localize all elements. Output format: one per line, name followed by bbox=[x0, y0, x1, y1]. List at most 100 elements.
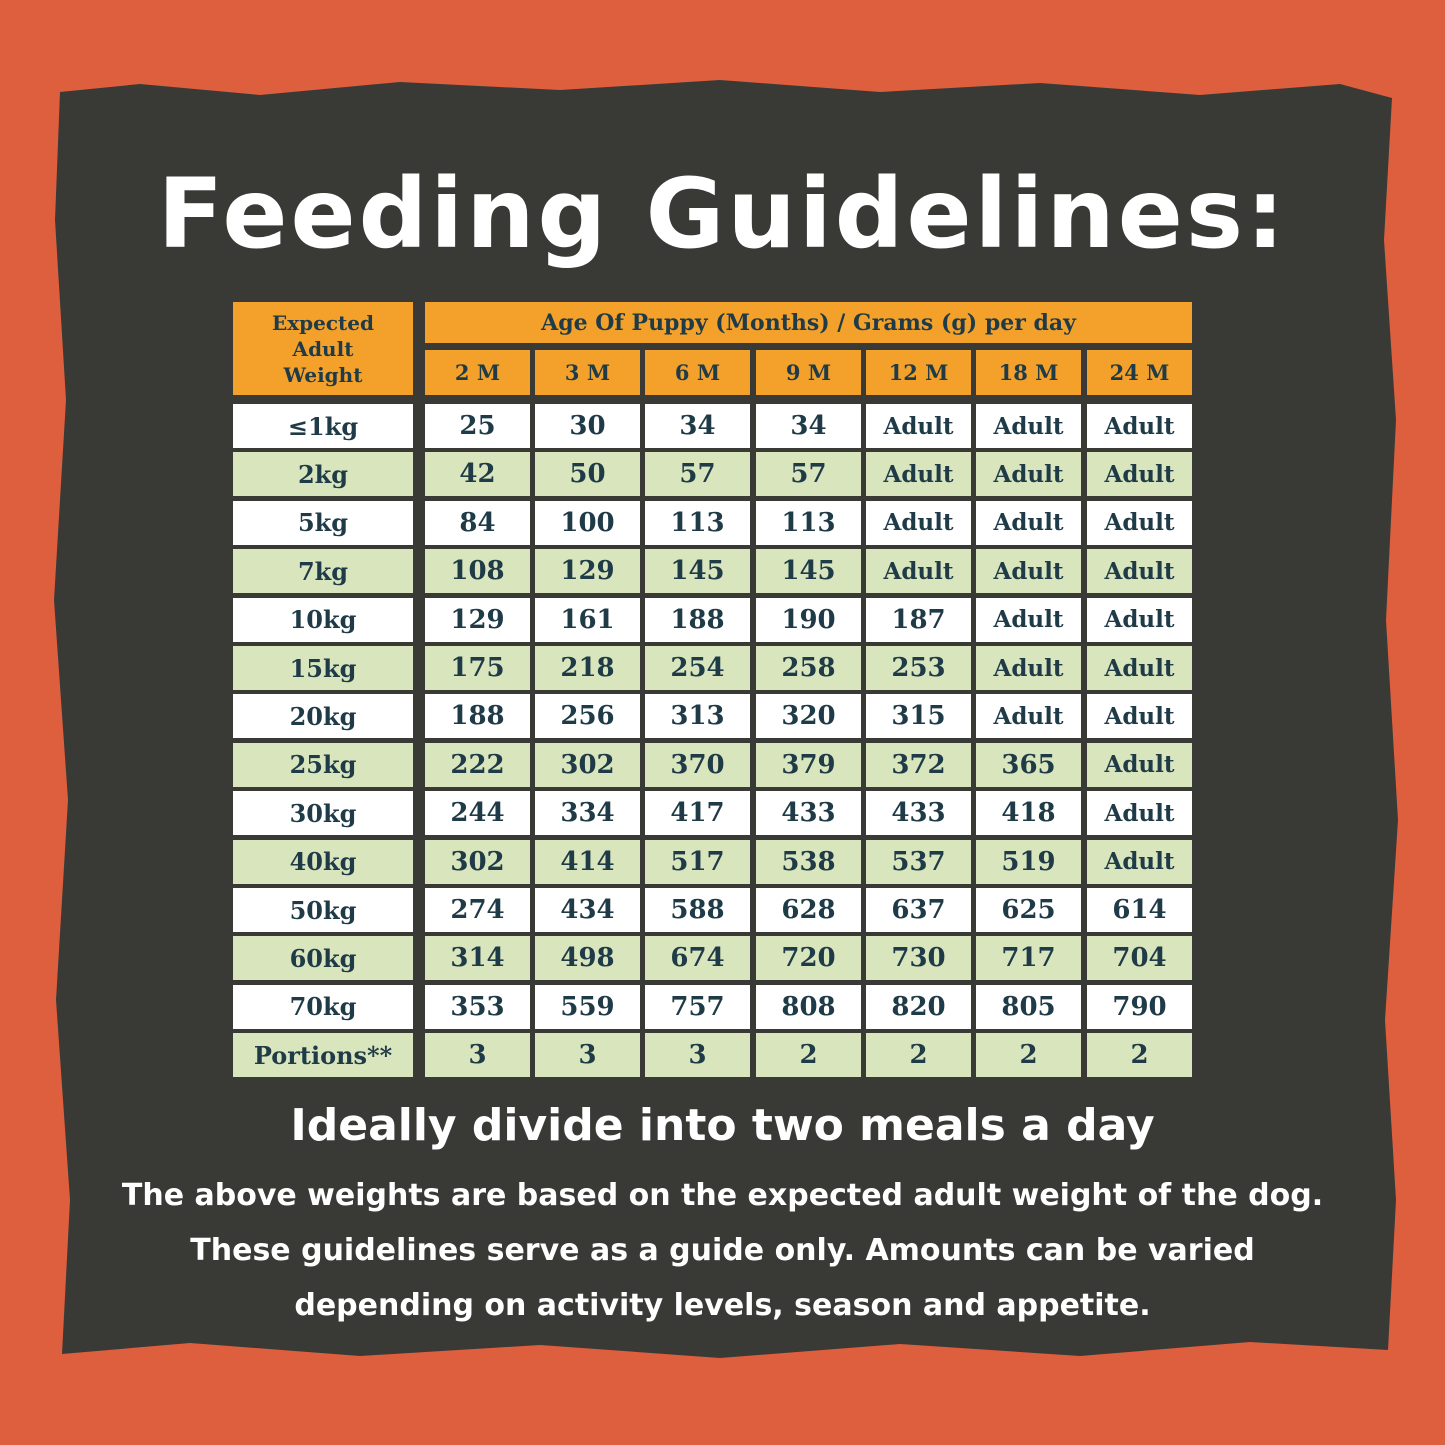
table-cell: 418 bbox=[976, 791, 1081, 836]
table-cell: 256 bbox=[535, 694, 640, 739]
note-line: depending on activity levels, season and… bbox=[294, 1288, 1151, 1323]
table-cell: Adult bbox=[1087, 549, 1192, 594]
row-label: 10kg bbox=[233, 597, 413, 642]
column-header: 6 M bbox=[645, 350, 750, 395]
table-cell: Adult bbox=[976, 500, 1081, 545]
table-cell: 313 bbox=[645, 694, 750, 739]
row-label: 60kg bbox=[233, 936, 413, 981]
table-cell: 42 bbox=[425, 452, 530, 497]
table-cell: Adult bbox=[976, 404, 1081, 448]
table-cell: 559 bbox=[535, 984, 640, 1029]
table-cell: 757 bbox=[645, 984, 750, 1029]
table-cell: Adult bbox=[1087, 646, 1192, 690]
row-label: 30kg bbox=[233, 791, 413, 836]
table-cell: Adult bbox=[1087, 500, 1192, 545]
table-cell: 244 bbox=[425, 791, 530, 836]
row-label: 2kg bbox=[233, 452, 413, 497]
table-cell: 258 bbox=[756, 646, 861, 690]
table-cell: 372 bbox=[866, 742, 971, 787]
table-cell: 674 bbox=[645, 936, 750, 981]
group-header: Age Of Puppy (Months) / Grams (g) per da… bbox=[425, 302, 1192, 343]
table-cell: 2 bbox=[1087, 1033, 1192, 1078]
table-cell: 57 bbox=[756, 452, 861, 497]
table-cell: Adult bbox=[1087, 839, 1192, 884]
table-cell: 25 bbox=[425, 404, 530, 448]
table-cell: Adult bbox=[1087, 742, 1192, 787]
table-cell: 704 bbox=[1087, 936, 1192, 981]
table-cell: 720 bbox=[756, 936, 861, 981]
table-cell: 222 bbox=[425, 742, 530, 787]
row-label: 7kg bbox=[233, 549, 413, 594]
table-cell: Adult bbox=[976, 452, 1081, 497]
table-cell: Adult bbox=[1087, 694, 1192, 739]
table-cell: 588 bbox=[645, 888, 750, 932]
table-cell: Adult bbox=[1087, 597, 1192, 642]
table-cell: 414 bbox=[535, 839, 640, 884]
table-cell: 188 bbox=[425, 694, 530, 739]
row-label: 50kg bbox=[233, 888, 413, 932]
table-cell: 614 bbox=[1087, 888, 1192, 932]
column-header: 2 M bbox=[425, 350, 530, 395]
table-cell: 84 bbox=[425, 500, 530, 545]
table-cell: 34 bbox=[756, 404, 861, 448]
table-cell: 129 bbox=[535, 549, 640, 594]
column-header: 9 M bbox=[756, 350, 861, 395]
table-cell: 365 bbox=[976, 742, 1081, 787]
table-cell: 50 bbox=[535, 452, 640, 497]
table-cell: 302 bbox=[425, 839, 530, 884]
table-cell: 717 bbox=[976, 936, 1081, 981]
table-cell: 315 bbox=[866, 694, 971, 739]
table-cell: 517 bbox=[645, 839, 750, 884]
title: Feeding Guidelines: bbox=[157, 158, 1288, 270]
table-cell: 625 bbox=[976, 888, 1081, 932]
table-cell: 108 bbox=[425, 549, 530, 594]
note-line: The above weights are based on the expec… bbox=[121, 1178, 1324, 1213]
table-cell: 433 bbox=[756, 791, 861, 836]
table-cell: 314 bbox=[425, 936, 530, 981]
table-cell: Adult bbox=[976, 646, 1081, 690]
table-cell: 334 bbox=[535, 791, 640, 836]
table-cell: 538 bbox=[756, 839, 861, 884]
table-cell: 253 bbox=[866, 646, 971, 690]
table-cell: 2 bbox=[976, 1033, 1081, 1078]
table-cell: 433 bbox=[866, 791, 971, 836]
table-cell: 320 bbox=[756, 694, 861, 739]
row-label: 40kg bbox=[233, 839, 413, 884]
column-header: 3 M bbox=[535, 350, 640, 395]
table-cell: 3 bbox=[535, 1033, 640, 1078]
subtitle: Ideally divide into two meals a day bbox=[290, 1100, 1155, 1151]
table-cell: 637 bbox=[866, 888, 971, 932]
note-line: These guidelines serve as a guide only. … bbox=[190, 1233, 1255, 1268]
table-cell: 379 bbox=[756, 742, 861, 787]
column-header: 24 M bbox=[1087, 350, 1192, 395]
table-cell: 34 bbox=[645, 404, 750, 448]
table-cell: 805 bbox=[976, 984, 1081, 1029]
row-label: 25kg bbox=[233, 742, 413, 787]
table-cell: 190 bbox=[756, 597, 861, 642]
table-cell: 370 bbox=[645, 742, 750, 787]
table-cell: Adult bbox=[866, 404, 971, 448]
column-header: 18 M bbox=[976, 350, 1081, 395]
table-cell: 187 bbox=[866, 597, 971, 642]
corner-header: Expected Adult Weight bbox=[233, 302, 413, 395]
row-label: 20kg bbox=[233, 694, 413, 739]
row-label: 15kg bbox=[233, 646, 413, 690]
table-cell: 274 bbox=[425, 888, 530, 932]
table-cell: 188 bbox=[645, 597, 750, 642]
table-cell: 145 bbox=[645, 549, 750, 594]
table-cell: Adult bbox=[866, 500, 971, 545]
table-cell: 498 bbox=[535, 936, 640, 981]
table-cell: Adult bbox=[866, 452, 971, 497]
table-cell: Adult bbox=[976, 597, 1081, 642]
table-cell: 3 bbox=[425, 1033, 530, 1078]
table-cell: 808 bbox=[756, 984, 861, 1029]
table-cell: 628 bbox=[756, 888, 861, 932]
table-cell: 519 bbox=[976, 839, 1081, 884]
table-cell: 820 bbox=[866, 984, 971, 1029]
table-cell: Adult bbox=[866, 549, 971, 594]
table-cell: Adult bbox=[976, 694, 1081, 739]
table-cell: 790 bbox=[1087, 984, 1192, 1029]
row-label: 70kg bbox=[233, 984, 413, 1029]
table-cell: Adult bbox=[976, 549, 1081, 594]
table-cell: 129 bbox=[425, 597, 530, 642]
